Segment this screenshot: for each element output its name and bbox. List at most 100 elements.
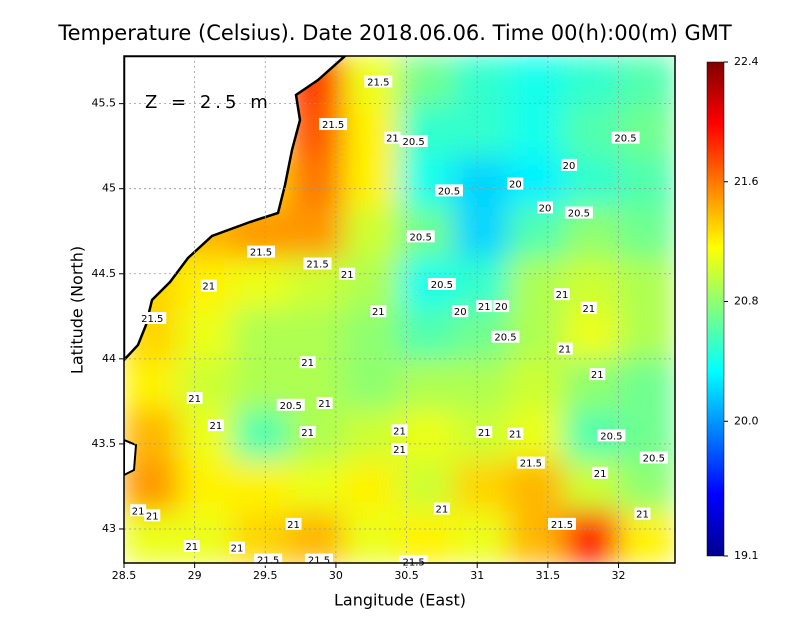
contour-label: 21: [231, 544, 244, 555]
contour-label: 20: [509, 180, 522, 191]
cell: [124, 359, 181, 412]
cell: [233, 257, 291, 311]
cell: [343, 156, 401, 210]
contour-label: 21: [287, 520, 300, 531]
colorbar-tick-label: 19.1: [734, 549, 759, 562]
x-tick-label: 30.5: [394, 569, 419, 582]
contour-label: 20: [539, 203, 552, 214]
contour-label-box: [493, 300, 510, 313]
contour-label: 21: [478, 428, 491, 439]
cell: [178, 409, 236, 463]
cell: [288, 207, 346, 260]
cell: [398, 511, 456, 563]
contour-label-box: [516, 456, 545, 469]
contour-label: 21: [558, 345, 571, 356]
x-axis-label: Langitude (East): [334, 591, 466, 610]
contour-label-box: [186, 391, 203, 404]
cell: [233, 308, 291, 362]
cell: [508, 105, 566, 159]
x-tick-label: 29: [188, 569, 202, 582]
cell: [233, 409, 291, 463]
contour-label-box: [427, 277, 456, 290]
colorbar-tick-label: 20.0: [734, 414, 759, 427]
cell: [288, 409, 346, 463]
contour-label-box: [639, 451, 668, 464]
cell: [343, 409, 401, 463]
contour-label-box: [547, 517, 576, 530]
contour-label-box: [592, 466, 609, 479]
cell: [343, 308, 401, 362]
contour-label: 21: [582, 304, 595, 315]
cell: [563, 359, 621, 412]
contour-label: 20.5: [410, 232, 432, 243]
contour-label-box: [391, 424, 408, 437]
contour-label-box: [406, 230, 435, 243]
contour-label: 20.5: [402, 137, 424, 148]
cell: [343, 359, 401, 412]
coastline: [124, 56, 347, 362]
colorbar: 19.1 20.0 20.8 21.6 22.4: [706, 55, 759, 562]
contour-label: 21: [146, 511, 159, 522]
cell: [618, 460, 675, 514]
contour-label-box: [553, 288, 570, 301]
cell: [398, 156, 456, 210]
contour-label: 21.5: [306, 260, 328, 271]
cell: [508, 460, 566, 514]
contour-label-box: [564, 206, 593, 219]
contour-label-box: [476, 425, 493, 438]
cell: [453, 105, 511, 159]
contour-label: 20.5: [431, 280, 453, 291]
cell: [508, 359, 566, 412]
contour-label: 20.5: [280, 401, 302, 412]
contour-label: 21: [301, 358, 314, 369]
cell: [508, 207, 566, 260]
cell: [178, 308, 236, 362]
cell: [563, 56, 621, 108]
plot-frame: [123, 55, 676, 564]
cell: [343, 207, 401, 260]
cell: [453, 156, 511, 210]
contour-label-box: [364, 75, 393, 88]
cell: [178, 359, 236, 412]
contour-label-box: [303, 257, 332, 270]
contour-label: 21.5: [308, 556, 330, 567]
depth-annotation: Z = 2.5 m: [145, 92, 272, 113]
contour-label: 21.5: [257, 556, 279, 567]
contour-label-box: [399, 555, 428, 568]
cell: [288, 460, 346, 514]
y-tick-label: 45.5: [92, 97, 117, 110]
cell: [618, 56, 675, 108]
y-tick-label: 45: [102, 182, 116, 195]
contour-label-box: [556, 342, 573, 355]
contour-label: 21: [188, 394, 201, 405]
contour-label: 21: [372, 307, 385, 318]
colorbar-tick-label: 20.8: [734, 295, 759, 308]
x-tick-label: 29.5: [253, 569, 278, 582]
contour-label-box: [537, 201, 554, 214]
contour-label-box: [391, 443, 408, 456]
cell: [453, 460, 511, 514]
contour-label: 21: [386, 134, 399, 145]
x-tick-label: 31: [470, 569, 484, 582]
contour-label-box: [130, 504, 147, 517]
contour-label-box: [285, 517, 302, 530]
contour-label: 21: [436, 505, 449, 516]
contour-label: 21: [509, 430, 522, 441]
x-tick-label: 31.5: [536, 569, 561, 582]
contour-label-box: [299, 425, 316, 438]
y-tick-label: 44: [102, 352, 116, 365]
cell: [508, 257, 566, 311]
contour-label: 20.5: [600, 431, 622, 442]
contour-label: 20.5: [643, 454, 665, 465]
contour-label-box: [491, 330, 520, 343]
y-tick-label: 43.5: [92, 437, 117, 450]
contour-label: 21.5: [367, 78, 389, 89]
cell: [288, 156, 346, 210]
contour-label: 21: [478, 302, 491, 313]
contour-label: 21: [636, 510, 649, 521]
contour-label-box: [507, 177, 524, 190]
cell: [398, 56, 456, 108]
contour-label-box: [434, 184, 463, 197]
